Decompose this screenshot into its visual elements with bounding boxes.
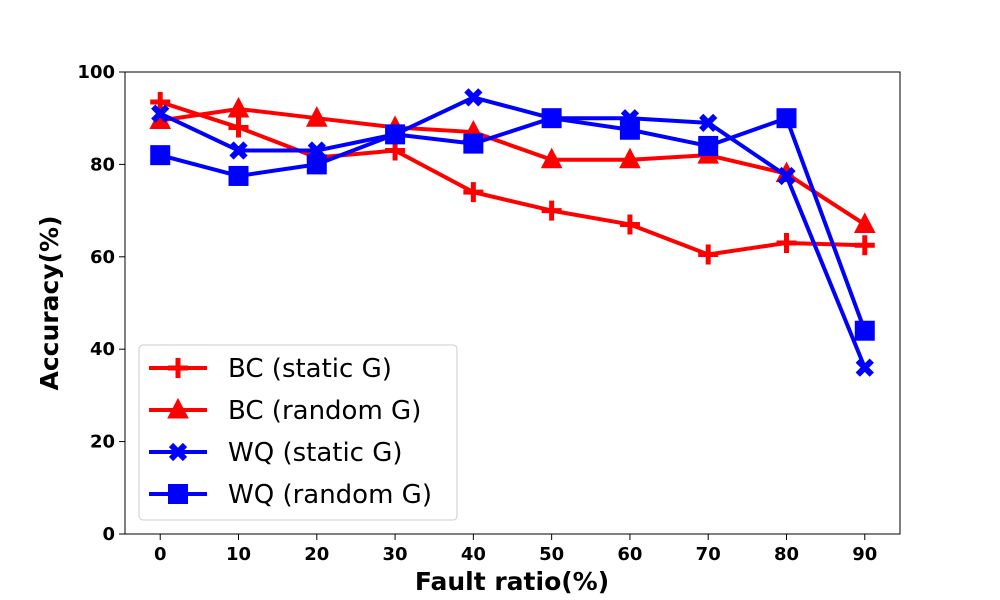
x-axis-title: Fault ratio(%)	[415, 567, 609, 596]
x-tick-label: 0	[154, 544, 167, 565]
data-point	[150, 145, 171, 166]
series-3	[150, 108, 875, 341]
x-tick-label: 20	[304, 544, 329, 565]
legend-label: WQ (static G)	[228, 438, 403, 468]
data-point	[619, 214, 640, 235]
data-point	[619, 147, 641, 169]
x-tick-label: 60	[617, 544, 642, 565]
legend-label: BC (static G)	[228, 354, 392, 384]
legend: BC (static G) BC (random G) WQ (static G) W…	[138, 344, 458, 521]
y-tick-label: 0	[102, 524, 115, 545]
legend-box	[138, 344, 458, 521]
x-axis: 0 10 20 30 40 50 60 70 80 90	[154, 534, 877, 565]
data-point	[228, 117, 249, 138]
x-tick-label: 10	[226, 544, 251, 565]
data-point	[305, 106, 328, 127]
legend-label: WQ (random G)	[228, 480, 432, 510]
data-point	[853, 212, 876, 233]
data-point	[854, 320, 875, 341]
data-point	[854, 235, 875, 256]
x-tick-label: 40	[461, 544, 486, 565]
data-point	[541, 108, 562, 129]
x-tick-label: 70	[696, 544, 721, 565]
legend-marker	[167, 397, 189, 419]
y-tick-label: 20	[90, 432, 115, 453]
series-line	[159, 116, 867, 332]
data-point	[698, 244, 719, 265]
series-line	[159, 95, 867, 369]
series-line	[159, 100, 865, 257]
series-line	[159, 106, 866, 227]
data-point	[385, 124, 406, 145]
legend-label: BC (random G)	[228, 396, 421, 426]
x-tick-label: 80	[774, 544, 799, 565]
data-point	[228, 165, 249, 186]
legend-marker	[168, 484, 188, 504]
data-point	[306, 154, 327, 175]
y-tick-label: 40	[90, 339, 115, 360]
data-point	[855, 358, 874, 377]
plot-frame	[124, 71, 901, 535]
data-point	[619, 119, 640, 140]
data-point	[776, 232, 797, 253]
data-point	[464, 88, 483, 107]
legend-marker	[168, 358, 188, 378]
data-point	[699, 113, 718, 132]
legend-marker	[168, 442, 188, 462]
y-tick-label: 60	[90, 247, 115, 268]
y-tick-label: 80	[90, 154, 115, 175]
series-layer	[149, 88, 876, 377]
data-point	[698, 135, 719, 156]
data-point	[540, 147, 563, 169]
y-tick-label: 100	[77, 62, 115, 83]
data-point	[463, 133, 484, 154]
data-point	[777, 166, 796, 186]
data-point	[776, 108, 797, 129]
y-axis: 0 20 40 60 80 100	[77, 62, 125, 545]
x-tick-label: 30	[383, 544, 408, 565]
x-tick-label: 90	[852, 544, 877, 565]
data-point	[541, 200, 562, 221]
data-point	[151, 104, 170, 123]
data-point	[227, 96, 250, 118]
data-point	[229, 141, 248, 160]
x-tick-label: 50	[539, 544, 564, 565]
y-axis-title: Accuracy(%)	[35, 216, 64, 391]
data-point	[463, 182, 484, 203]
